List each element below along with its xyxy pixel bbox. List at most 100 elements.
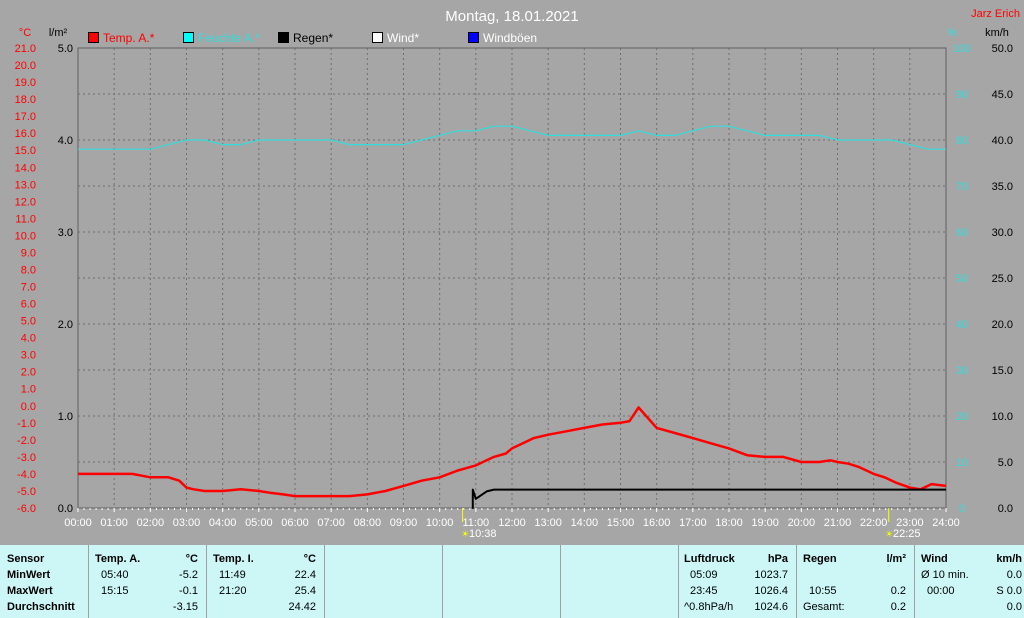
temp-tick-label: 21.0 [15, 43, 36, 55]
sunset-icon: ☀ [885, 530, 893, 540]
humidity-tick-label: 10 [956, 457, 968, 469]
panel-divider [678, 545, 679, 618]
rain-time: 10:55 [809, 585, 837, 597]
temp-line [78, 406, 947, 498]
x-tick-label: 05:00 [245, 517, 273, 529]
row-min-label: MinWert [7, 569, 51, 581]
header-pressure: Luftdruck [684, 553, 735, 565]
series [78, 125, 947, 509]
wind-tick-label: 45.0 [992, 89, 1013, 101]
temp-tick-label: 6.0 [21, 299, 36, 311]
x-tick-label: 13:00 [534, 517, 562, 529]
humidity-line [78, 125, 946, 150]
temp-i-max-val: 25.4 [294, 585, 316, 597]
temp-tick-label: 8.0 [21, 264, 36, 276]
temp-i-avg-val: 24.42 [288, 601, 316, 613]
panel-divider [442, 545, 443, 618]
wind-tick-label: 40.0 [992, 135, 1013, 147]
wind-axis: 50.0 45.0 40.0 35.0 30.0 25.0 20.0 15.0 10.0 5.0 0… [992, 43, 1013, 515]
temp-i-min-time: 11:49 [219, 569, 246, 581]
temp-axis: 21.0 20.0 19.0 18.0 17.0 16.0 15.0 14.0 13.0 12.0… [15, 43, 36, 515]
rain-axis: 5.0 4.0 3.0 2.0 1.0 0.0 [58, 43, 73, 515]
panel-divider [324, 545, 325, 618]
header-rain: Regen [803, 553, 837, 565]
x-tick-label: 22:00 [860, 517, 888, 529]
legend-item-gusts[interactable]: Windböen [468, 31, 537, 45]
humidity-tick-label: 90 [956, 89, 968, 101]
wind-tick-label: 0.0 [998, 503, 1013, 515]
x-tick-label: 00:00 [64, 517, 92, 529]
x-tick-label: 07:00 [317, 517, 345, 529]
legend-item-wind[interactable]: Wind* [372, 31, 419, 45]
chart-title: Montag, 18.01.2021 [445, 8, 578, 25]
header-temp-i: Temp. I. [213, 553, 254, 565]
unit-kmh: km/h [985, 27, 1009, 39]
x-tick-label: 01:00 [100, 517, 128, 529]
legend-label-humidity: Feuchte A.* [198, 31, 261, 45]
temp-tick-label: -3.0 [17, 452, 36, 464]
stats-panel: Sensor MinWert MaxWert Durchschnitt Temp… [0, 545, 1024, 618]
legend-label-gusts: Windböen [483, 31, 538, 45]
wind-tick-label: 25.0 [992, 273, 1013, 285]
pressure-max-val: 1026.4 [754, 585, 788, 597]
temp-tick-label: 10.0 [15, 230, 36, 242]
rain-tick-label: 1.0 [58, 411, 73, 423]
temp-tick-label: 4.0 [21, 333, 36, 345]
wind-tick-label: 50.0 [992, 43, 1013, 55]
legend-item-rain[interactable]: Regen* [278, 31, 333, 45]
wind-tick-label: 10.0 [992, 411, 1013, 423]
humidity-tick-label: 80 [956, 135, 968, 147]
legend-swatch-gusts [468, 32, 479, 44]
x-tick-label: 10:00 [426, 517, 454, 529]
panel-divider [914, 545, 915, 618]
x-tick-label: 18:00 [715, 517, 743, 529]
temp-tick-label: 3.0 [21, 350, 36, 362]
weather-chart: Montag, 18.01.2021 Jarz Erich °C l/m² % … [15, 8, 1020, 540]
rain-tick-label: 4.0 [58, 135, 73, 147]
x-tick-label: 20:00 [788, 517, 816, 529]
legend-item-temp[interactable]: Temp. A.* [88, 31, 154, 45]
temp-a-min-val: -5.2 [179, 569, 198, 581]
header-wind-unit: km/h [996, 553, 1022, 565]
unit-percent: % [947, 27, 957, 39]
panel-divider [560, 545, 561, 618]
header-temp-a-unit: °C [185, 553, 198, 565]
sunrise-icon: ☀ [461, 530, 469, 540]
header-rain-unit: l/m² [886, 553, 906, 565]
unit-rain: l/m² [49, 27, 68, 39]
sunset-time: 22:25 [893, 528, 921, 540]
x-tick-label: 19:00 [751, 517, 779, 529]
legend-label-temp: Temp. A.* [103, 31, 155, 45]
wind-tick-label: 5.0 [998, 457, 1013, 469]
legend-label-wind: Wind* [387, 31, 420, 45]
row-max-label: MaxWert [7, 585, 53, 597]
legend-swatch-wind [372, 32, 383, 44]
x-tick-label: 04:00 [209, 517, 237, 529]
temp-tick-label: 5.0 [21, 316, 36, 328]
header-temp-i-unit: °C [303, 553, 316, 565]
temp-i-max-time: 21:20 [219, 585, 247, 597]
wind-dir-val: S 0.0 [996, 585, 1022, 597]
wind-tick-label: 30.0 [992, 227, 1013, 239]
temp-a-max-val: -0.1 [179, 585, 198, 597]
rain-line [471, 488, 946, 509]
legend-swatch-temp [88, 32, 99, 44]
temp-tick-label: 13.0 [15, 179, 36, 191]
x-tick-label: 16:00 [643, 517, 671, 529]
pressure-max-time: 23:45 [690, 585, 718, 597]
x-tick-label: 08:00 [354, 517, 382, 529]
legend-item-humidity[interactable]: Feuchte A.* [183, 31, 260, 45]
humidity-tick-label: 30 [956, 365, 968, 377]
temp-tick-label: -1.0 [17, 418, 36, 430]
rain-val: 0.2 [890, 585, 906, 597]
wind-tick-label: 20.0 [992, 319, 1013, 331]
grid [78, 48, 946, 508]
rain-tick-label: 3.0 [58, 227, 73, 239]
x-tick-label: 15:00 [607, 517, 635, 529]
panel-divider [796, 545, 797, 618]
wind-tick-label: 35.0 [992, 181, 1013, 193]
temp-a-max-time: 15:15 [101, 585, 129, 597]
temp-tick-label: 0.0 [21, 401, 36, 413]
x-tick-label: 24:00 [932, 517, 960, 529]
temp-a-avg-val: -3.15 [172, 601, 198, 613]
